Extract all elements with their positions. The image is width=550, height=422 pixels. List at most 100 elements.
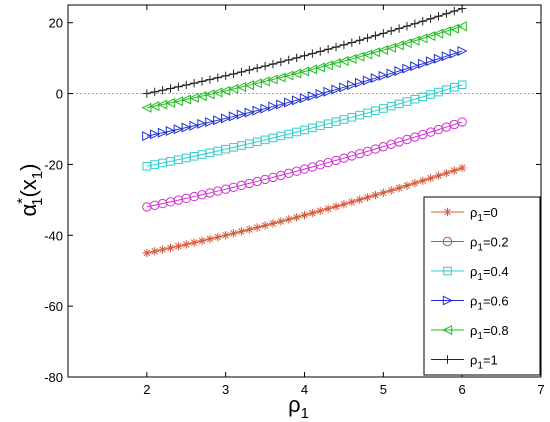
- data-point: [401, 38, 412, 49]
- legend-label: ρ1=0.2: [470, 235, 509, 254]
- legend-label-value: =0: [483, 205, 498, 220]
- legend-label-subscript: 1: [477, 243, 483, 254]
- data-point: [259, 76, 270, 87]
- data-point: [196, 91, 207, 102]
- axis-labels: ρ1α*1(x1): [14, 164, 309, 422]
- series-0-2: [142, 117, 467, 212]
- data-point: [322, 60, 333, 71]
- data-point: [330, 58, 341, 69]
- y-axis-label-part: ): [16, 164, 41, 171]
- data-point: [251, 78, 262, 89]
- series-layer: [141, 4, 468, 258]
- data-point: [165, 97, 176, 108]
- legend: ρ1=0ρ1=0.2ρ1=0.4ρ1=0.6ρ1=0.8ρ1=1: [423, 196, 541, 376]
- data-point: [220, 113, 231, 124]
- data-point: [205, 117, 216, 128]
- data-point: [409, 35, 420, 46]
- data-point: [252, 105, 263, 116]
- data-point: [243, 80, 255, 91]
- data-point: [385, 42, 396, 53]
- x-tick-label: 4: [301, 382, 308, 397]
- series-0-6: [142, 46, 468, 142]
- legend-label-subscript: 1: [477, 361, 483, 372]
- y-tick-label: -60: [44, 299, 63, 314]
- data-point: [180, 94, 191, 105]
- data-point: [299, 66, 310, 77]
- data-point: [299, 93, 310, 104]
- data-point: [220, 85, 231, 96]
- data-point: [425, 31, 436, 42]
- data-point: [260, 103, 271, 114]
- data-point: [267, 74, 278, 85]
- data-point: [212, 87, 223, 98]
- data-point: [189, 120, 200, 131]
- data-point: [307, 64, 318, 75]
- legend-label: ρ1=1: [470, 353, 498, 372]
- data-point: [276, 99, 287, 110]
- data-point: [181, 122, 192, 133]
- data-point: [394, 66, 405, 77]
- data-point: [173, 124, 184, 135]
- data-point: [228, 83, 239, 94]
- data-point: [362, 75, 373, 86]
- series-0-4: [142, 80, 467, 171]
- x-axis-label-subscript: 1: [301, 405, 309, 422]
- series-line: [146, 121, 463, 208]
- legend-label-subscript: 1: [477, 272, 483, 283]
- data-point: [370, 73, 381, 84]
- y-axis-label-part: 1: [29, 198, 46, 206]
- data-point: [354, 77, 366, 88]
- data-point: [291, 68, 302, 79]
- data-point: [441, 51, 452, 62]
- x-tick-label: 6: [459, 382, 466, 397]
- data-point: [149, 101, 160, 112]
- data-point: [393, 40, 404, 51]
- legend-label: ρ1=0: [470, 205, 498, 224]
- legend-label-value: =0.4: [483, 264, 509, 279]
- data-point: [449, 48, 460, 59]
- legend-marker: [442, 324, 453, 336]
- x-axis-label-symbol: ρ: [288, 392, 301, 417]
- data-point: [378, 44, 389, 55]
- y-tick-label: 0: [56, 87, 63, 102]
- legend-label-subscript: 1: [477, 331, 483, 342]
- x-tick-label: 5: [380, 382, 387, 397]
- data-point: [204, 89, 215, 100]
- x-axis-label: ρ1: [288, 392, 309, 422]
- y-axis-label: α*1(x1): [14, 164, 46, 217]
- x-tick-label: 7: [537, 382, 544, 397]
- data-point: [141, 102, 152, 113]
- data-point: [378, 70, 389, 81]
- data-point: [244, 107, 255, 118]
- legend-label-symbol: ρ: [470, 264, 477, 279]
- data-point: [456, 21, 467, 32]
- y-axis-label-part: α: [16, 203, 41, 216]
- data-point: [284, 97, 295, 108]
- data-point: [370, 47, 381, 58]
- data-point: [268, 101, 279, 112]
- y-axis-label-part: *: [14, 198, 31, 204]
- y-tick-label: -80: [44, 370, 63, 385]
- legend-label-symbol: ρ: [470, 235, 477, 250]
- data-point: [410, 61, 421, 72]
- data-point: [338, 56, 349, 67]
- series-0-8: [141, 21, 467, 113]
- data-point: [402, 63, 413, 74]
- data-point: [457, 80, 467, 89]
- legend-label-symbol: ρ: [470, 323, 477, 338]
- data-point: [188, 92, 199, 103]
- data-point: [433, 53, 444, 64]
- y-tick-label: -40: [44, 228, 63, 243]
- data-point: [457, 117, 467, 127]
- series-1: [142, 4, 467, 98]
- series-0: [142, 163, 467, 258]
- data-point: [347, 80, 358, 91]
- legend-label: ρ1=0.8: [470, 323, 509, 342]
- data-point: [150, 129, 161, 140]
- y-tick-label: 20: [49, 16, 63, 31]
- data-point: [448, 23, 459, 34]
- data-point: [362, 49, 373, 60]
- x-tick-label: 3: [222, 382, 229, 397]
- data-point: [283, 70, 294, 81]
